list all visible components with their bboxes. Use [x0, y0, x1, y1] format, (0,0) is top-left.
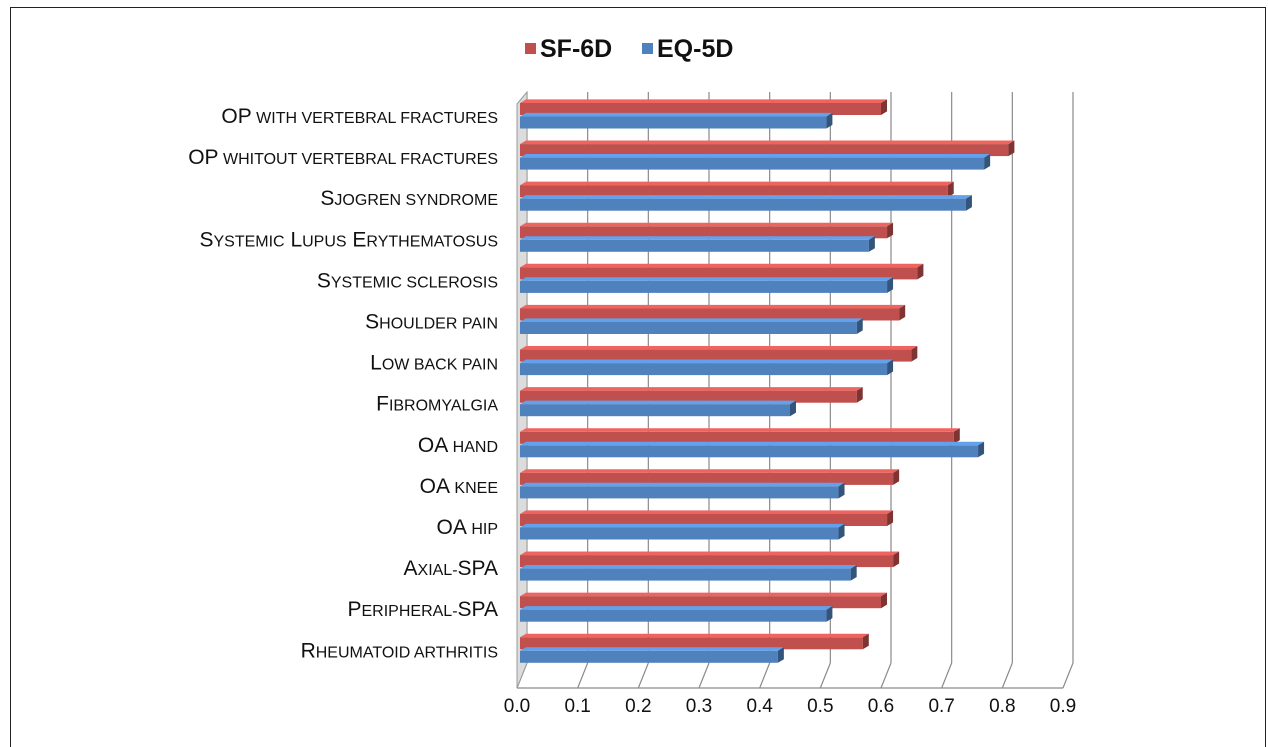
- legend-label: SF-6D: [540, 35, 612, 63]
- category-label-shoulder-pain: SHOULDER PAIN: [365, 311, 498, 334]
- bar-eq-5d-peripheral-spa: [520, 606, 833, 622]
- category-label-axial-spa: AXIAL-SPA: [404, 557, 499, 580]
- floor-gridline: [637, 662, 649, 689]
- floor-gridline: [819, 662, 831, 689]
- bars: [520, 99, 1015, 663]
- category-label-systemic-lupus-erythematosus: SYSTEMIC LUPUS ERYTHEMATOSUS: [199, 228, 498, 251]
- x-tick-label: 0.2: [625, 696, 651, 717]
- bar-sf-6d-op-with-vertebral-fractures: [520, 99, 887, 115]
- bar-eq-5d-axial-spa: [520, 565, 857, 581]
- bar-sf-6d-oa-hand: [520, 428, 960, 444]
- category-label-oa-knee: OA KNEE: [420, 475, 498, 498]
- floor-gridline: [759, 662, 771, 689]
- category-label-rheumatoid-arthritis: RHEUMATOID ARTHRITIS: [301, 639, 498, 662]
- bar-eq-5d-oa-knee: [520, 482, 845, 499]
- legend-item-eq-5d: EQ-5D: [642, 35, 733, 63]
- category-label-fibromyalgia: FIBROMYALGIA: [376, 393, 498, 416]
- bar-sf-6d-peripheral-spa: [520, 592, 887, 609]
- x-tick-label: 0.8: [989, 696, 1015, 717]
- category-label-op-with-vertebral-fractures: OP WITH VERTEBRAL FRACTURES: [221, 105, 498, 128]
- bar-sf-6d-oa-hip: [520, 510, 894, 526]
- bar-eq-5d-op-whitout-vertebral-fractures: [520, 154, 991, 170]
- bar-sf-6d-fibromyalgia: [520, 387, 863, 403]
- x-tick-label: 0.6: [868, 696, 894, 717]
- bar-eq-5d-oa-hand: [520, 441, 985, 458]
- bar-eq-5d-low-back-pain: [520, 359, 894, 376]
- bar-eq-5d-sjogren-syndrome: [520, 195, 972, 211]
- category-label-systemic-sclerosis: SYSTEMIC SCLEROSIS: [317, 269, 498, 292]
- x-tick-label: 0.5: [807, 696, 833, 717]
- category-labels: OP WITH VERTEBRAL FRACTURES OP WHITOUT VE…: [188, 105, 498, 662]
- x-tick-label: 0.1: [564, 696, 590, 717]
- bar-eq-5d-systemic-sclerosis: [520, 277, 894, 293]
- x-tick-labels: 0.0 0.1 0.2 0.3 0.4 0.5 0.6 0.7 0.8 0.9: [504, 696, 1076, 717]
- category-label-sjogren-syndrome: SJOGREN SYNDROME: [320, 187, 498, 210]
- x-tick-label: 0.0: [504, 696, 530, 717]
- category-label-low-back-pain: LOW BACK PAIN: [370, 352, 498, 375]
- floor-gridline: [880, 662, 892, 689]
- legend-label: EQ-5D: [657, 35, 733, 63]
- bar-sf-6d-shoulder-pain: [520, 304, 906, 321]
- bar-sf-6d-systemic-lupus-erythematosus: [520, 222, 894, 239]
- bar-sf-6d-op-whitout-vertebral-fractures: [520, 140, 1015, 157]
- floor-gridline: [577, 662, 589, 689]
- bar-eq-5d-fibromyalgia: [520, 400, 796, 417]
- bar-eq-5d-systemic-lupus-erythematosus: [520, 236, 875, 252]
- bar-sf-6d-oa-knee: [520, 469, 900, 485]
- legend-swatch: [642, 43, 653, 54]
- bar-eq-5d-shoulder-pain: [520, 318, 863, 334]
- floor-gridline: [1001, 662, 1013, 689]
- bar-sf-6d-systemic-sclerosis: [520, 263, 924, 280]
- floor-gridline: [698, 662, 710, 689]
- bar-eq-5d-rheumatoid-arthritis: [520, 647, 784, 663]
- bar-sf-6d-low-back-pain: [520, 346, 918, 362]
- bar-sf-6d-sjogren-syndrome: [520, 181, 954, 198]
- bar-eq-5d-oa-hip: [520, 523, 845, 540]
- bar-sf-6d-axial-spa: [520, 551, 900, 568]
- category-label-peripheral-spa: PERIPHERAL-SPA: [347, 598, 498, 621]
- x-tick-label: 0.3: [686, 696, 712, 717]
- chart-frame: [10, 7, 1266, 747]
- floor-gridline: [941, 662, 953, 689]
- legend: SF-6D EQ-5D: [525, 35, 733, 63]
- category-label-oa-hip: OA HIP: [437, 516, 498, 539]
- x-tick-label: 0.7: [928, 696, 954, 717]
- legend-item-sf-6d: SF-6D: [525, 35, 612, 63]
- legend-swatch: [525, 43, 536, 54]
- bar-sf-6d-rheumatoid-arthritis: [520, 633, 869, 650]
- x-tick-label: 0.4: [746, 696, 773, 717]
- x-tick-label: 0.9: [1050, 696, 1076, 717]
- floor-gridline: [1062, 662, 1074, 689]
- category-label-oa-hand: OA HAND: [418, 434, 498, 457]
- category-label-op-whitout-vertebral-fractures: OP WHITOUT VERTEBRAL FRACTURES: [188, 146, 498, 169]
- bar-eq-5d-op-with-vertebral-fractures: [520, 112, 833, 129]
